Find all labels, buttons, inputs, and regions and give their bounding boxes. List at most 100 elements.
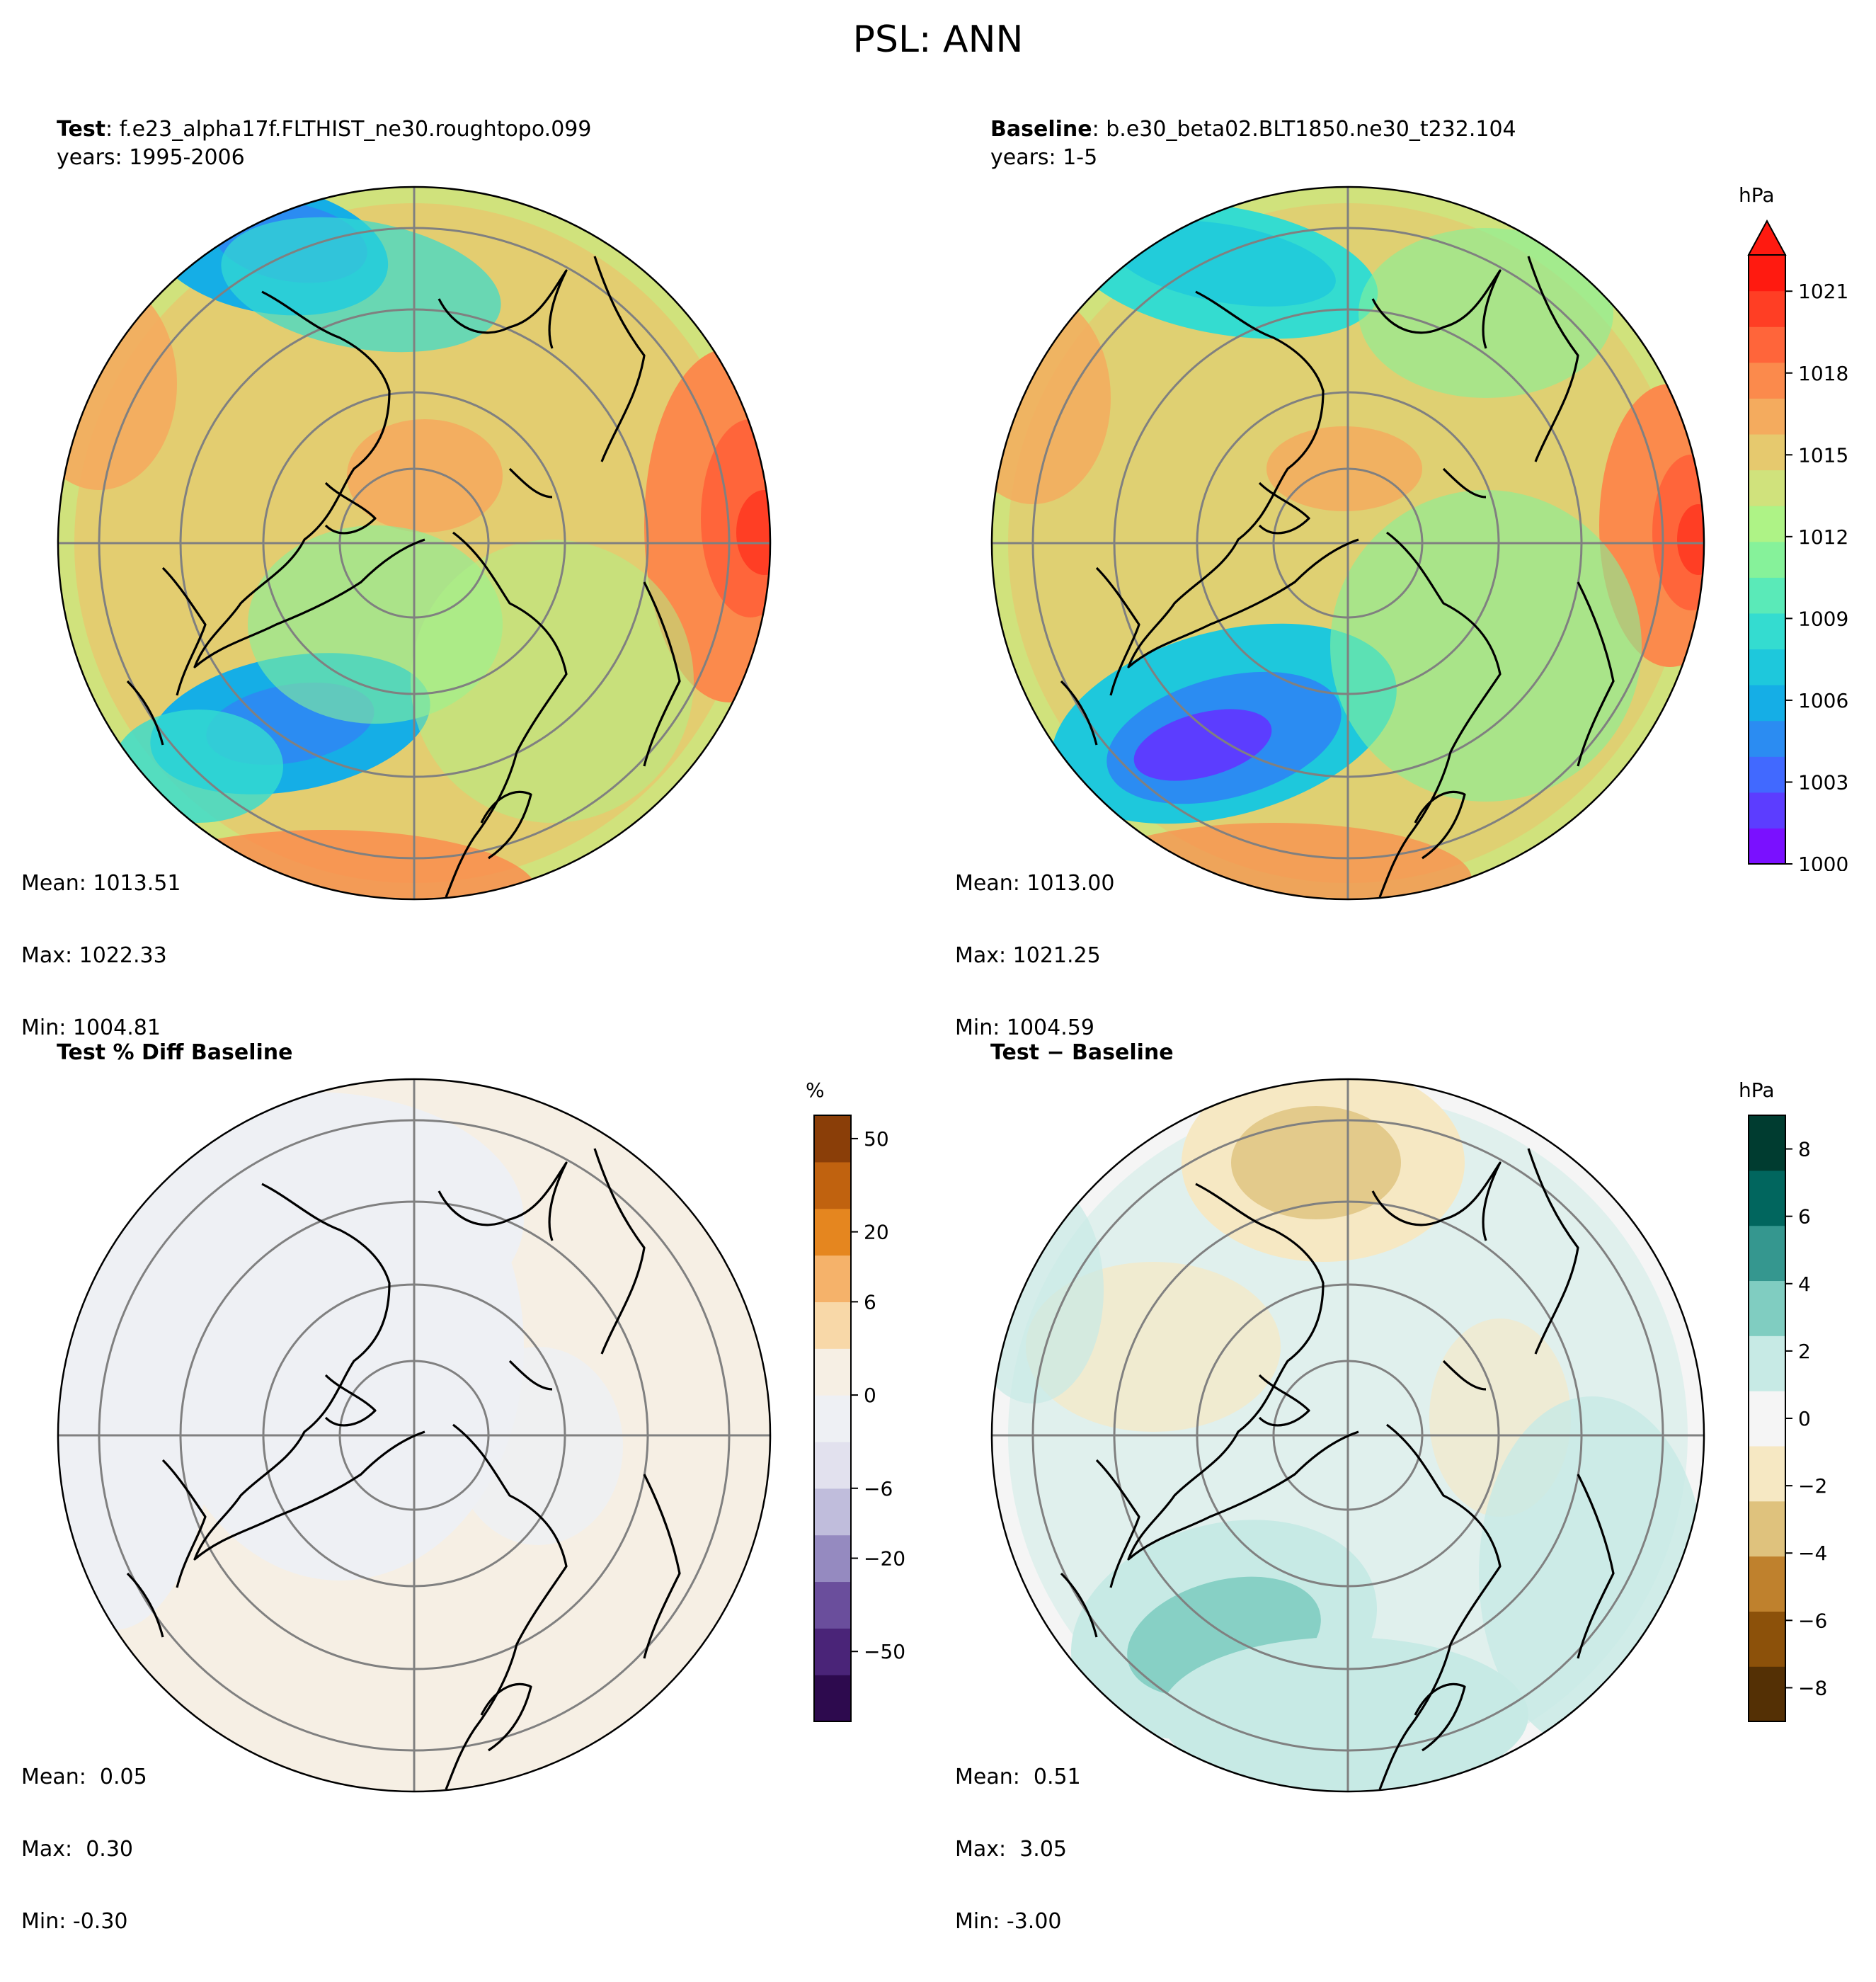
diff-colorbar-tick-label: 8 (1798, 1138, 1811, 1161)
pct-colorbar-color-step (814, 1534, 851, 1583)
pct-colorbar-color-step (814, 1628, 851, 1675)
diff-colorbar-color-step (1749, 1115, 1785, 1171)
pct-coastline (193, 1183, 425, 1561)
test-contour-region (113, 710, 283, 823)
pct-diff-label-bold: Test % Diff Baseline (57, 1040, 293, 1065)
test-coastline (508, 467, 553, 499)
pct-coastline (324, 1374, 377, 1427)
baseline-label-case: : b.e30_beta02.BLT1850.ne30_t232.104 (1092, 117, 1516, 142)
diff-coastline (1378, 1423, 1502, 1790)
baseline-label-bold: Baseline (990, 117, 1092, 142)
main-colorbar-color-step (1749, 326, 1785, 363)
baseline-coastline (1127, 290, 1359, 668)
figure-title: PSL: ANN (852, 18, 1024, 61)
pct-colorbar-tick-label: 50 (864, 1127, 889, 1151)
main-colorbar-tick-label: 1015 (1798, 443, 1848, 467)
pct-coastline (437, 1161, 568, 1241)
main-colorbar-color-step (1749, 577, 1785, 614)
pct-boundary (57, 1078, 772, 1793)
main-colorbar-color-step (1749, 541, 1785, 578)
diff-coastline (1258, 1374, 1310, 1427)
main-colorbar-color-step (1749, 255, 1785, 292)
diff-colorbar: −8 −6 −4 −2 0 2 4 6 8 (1748, 1115, 1827, 1722)
test-coastline (480, 790, 532, 860)
baseline-map (990, 186, 1705, 901)
diff-coastline (1414, 1682, 1466, 1752)
test-coastline (126, 680, 164, 746)
test-contour-region (411, 540, 694, 823)
main-colorbar-outline (1748, 254, 1786, 865)
test-stat-max: Max: 1022.33 (21, 943, 167, 968)
test-coastline (161, 566, 207, 696)
pct-coastline (643, 1474, 681, 1659)
test-contour-region (347, 419, 503, 532)
test-contour-region (221, 217, 501, 353)
diff-colorbar-color-step (1749, 1445, 1785, 1502)
diff-colorbar-tick-label: 0 (1798, 1407, 1811, 1430)
pct-colorbar-color-step (814, 1302, 851, 1349)
baseline-contour-region (1133, 709, 1272, 781)
test-coastline (643, 581, 681, 767)
test-map (57, 186, 772, 901)
main-colorbar-tick-label: 1003 (1798, 770, 1848, 794)
diff-coastline (1442, 1360, 1487, 1391)
main-colorbar-tick-label: 1006 (1798, 689, 1848, 712)
main-colorbar-color-step (1749, 792, 1785, 829)
diff-colorbar-color-step (1749, 1170, 1785, 1226)
baseline-coastline (1527, 256, 1579, 462)
test-coastline (437, 269, 568, 349)
diff-field (992, 1079, 1704, 1792)
diff-coastline (1127, 1183, 1359, 1561)
pct-colorbar-tick-label: 20 (864, 1221, 889, 1244)
baseline-contour-region (1075, 823, 1472, 899)
test-coastline (193, 290, 425, 668)
baseline-field (992, 187, 1704, 899)
diff-colorbar-unit: hPa (1739, 1078, 1775, 1102)
baseline-coastline (1371, 269, 1502, 349)
test-years: years: 1995-2006 (57, 145, 245, 170)
pct-colorbar-color-step (814, 1581, 851, 1629)
diff-map (990, 1078, 1705, 1793)
diff-stat-mean: Mean: 0.51 (955, 1765, 1081, 1789)
baseline-years: years: 1-5 (990, 145, 1098, 170)
diff-colorbar-color-step (1749, 1391, 1785, 1447)
main-colorbar-tick-label: 1012 (1798, 525, 1848, 549)
pct-diff-stat-mean: Mean: 0.05 (21, 1765, 147, 1789)
diff-label-bold: Test − Baseline (990, 1040, 1174, 1065)
main-colorbar-color-step (1749, 613, 1785, 650)
pct-colorbar-tick-label: −20 (864, 1547, 905, 1571)
pct-diff-stat-max: Max: 0.30 (21, 1837, 133, 1862)
pct-coastline (480, 1682, 532, 1752)
pct-colorbar-tick-label: −50 (864, 1640, 905, 1663)
test-contour-region (736, 490, 770, 575)
pct-diff-panel-title: Test % Diff Baseline (57, 1042, 293, 1064)
diff-colorbar-tick-label: −4 (1798, 1542, 1827, 1565)
pct-colorbar-color-step (814, 1161, 851, 1209)
main-colorbar-color-step (1749, 828, 1785, 865)
diff-colorbar-color-step (1749, 1500, 1785, 1557)
baseline-coastline (1414, 790, 1466, 860)
baseline-boundary (990, 186, 1705, 901)
baseline-panel-title: Baseline: b.e30_beta02.BLT1850.ne30_t232… (990, 119, 1516, 140)
pct-diff-map (57, 1078, 772, 1793)
test-panel-title: Test: f.e23_alpha17f.FLTHIST_ne30.rought… (57, 119, 591, 140)
pct-colorbar-color-step (814, 1675, 851, 1722)
test-label-case: : f.e23_alpha17f.FLTHIST_ne30.roughtopo.… (105, 117, 592, 142)
pct-coastline (126, 1572, 164, 1638)
test-stat-mean: Mean: 1013.51 (21, 871, 181, 896)
diff-coastline (1577, 1474, 1615, 1659)
main-colorbar-color-step (1749, 506, 1785, 542)
baseline-stats: Mean: 1013.00 Max: 1021.25 Min: 1004.59 (955, 824, 1114, 1088)
main-colorbar-tick-label: 1000 (1798, 853, 1848, 871)
test-label-bold: Test (57, 117, 106, 142)
baseline-coastline (1060, 680, 1098, 746)
main-colorbar-color-step (1749, 362, 1785, 399)
diff-coastline (1060, 1572, 1098, 1638)
main-colorbar-color-step (1749, 649, 1785, 685)
test-coastline (324, 482, 377, 535)
pct-colorbar-tick-label: −6 (864, 1477, 893, 1500)
pct-coastline (161, 1459, 207, 1588)
diff-colorbar-color-step (1749, 1225, 1785, 1282)
main-colorbar-tick-label: 1021 (1798, 280, 1848, 303)
main-colorbar-tick-label: 1009 (1798, 607, 1848, 630)
